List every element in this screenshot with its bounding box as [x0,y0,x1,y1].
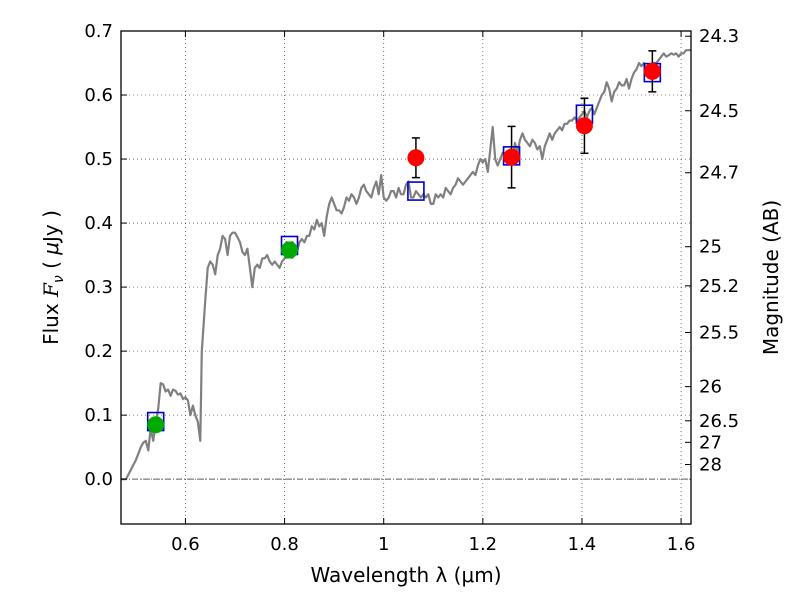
mag-tick-label: 25 [699,237,722,258]
green-data-point [147,416,165,434]
x-axis-label: Wavelength λ (μm) [310,563,501,587]
y-axis-label-part: μ [39,242,63,256]
mag-tick-label: 24.7 [699,163,739,184]
y-tick-label: 0.6 [84,85,113,106]
y-axis-label-part: F [39,282,63,298]
y-tick-label: 0.1 [84,405,113,426]
mag-tick-label: 25.5 [699,323,739,344]
axis-ticks: 0.6 0.8 1 1.2 1.4 1.6 0.0 0.1 0.2 0.3 0.4 0.5 0.6 0.7… [84,21,739,555]
mag-tick-label: 25.2 [699,276,739,297]
right-axis-label: Magnitude (AB) [759,200,783,355]
series-layer [121,49,691,481]
red-data-point [407,149,425,167]
plot-frame [120,30,692,525]
y-tick-label: 0.4 [84,213,113,234]
mag-tick-label: 26.5 [699,411,739,432]
y-axis-label-part: Jy ) [39,210,63,244]
x-tick-label: 1.6 [667,534,696,555]
green-data-point [281,241,299,259]
y-axis-label-part: Flux [39,297,63,345]
mag-tick-label: 26 [699,377,722,398]
mag-tick-label: 27 [699,432,722,453]
y-axis-label: Flux Fν ( μJy ) [39,210,67,345]
x-tick-label: 1 [378,534,389,555]
y-tick-label: 0.0 [84,469,113,490]
red-data-point [643,62,661,80]
y-tick-label: 0.3 [84,277,113,298]
y-axis-label-part: ν [51,275,67,283]
y-axis-label-part: ( [39,255,63,276]
spectrum-line [121,49,691,481]
x-tick-label: 0.6 [171,534,200,555]
y-tick-label: 0.5 [84,149,113,170]
y-tick-label: 0.2 [84,341,113,362]
x-tick-label: 0.8 [270,534,299,555]
model-photometry-square [407,181,425,201]
y-tick-label: 0.7 [84,21,113,42]
red-data-point [575,117,593,135]
x-tick-label: 1.2 [469,534,498,555]
mag-tick-label: 24.5 [699,101,739,122]
x-tick-label: 1.4 [568,534,597,555]
mag-tick-label: 24.3 [699,26,739,47]
mag-tick-label: 28 [699,455,722,476]
red-data-point [503,148,521,166]
